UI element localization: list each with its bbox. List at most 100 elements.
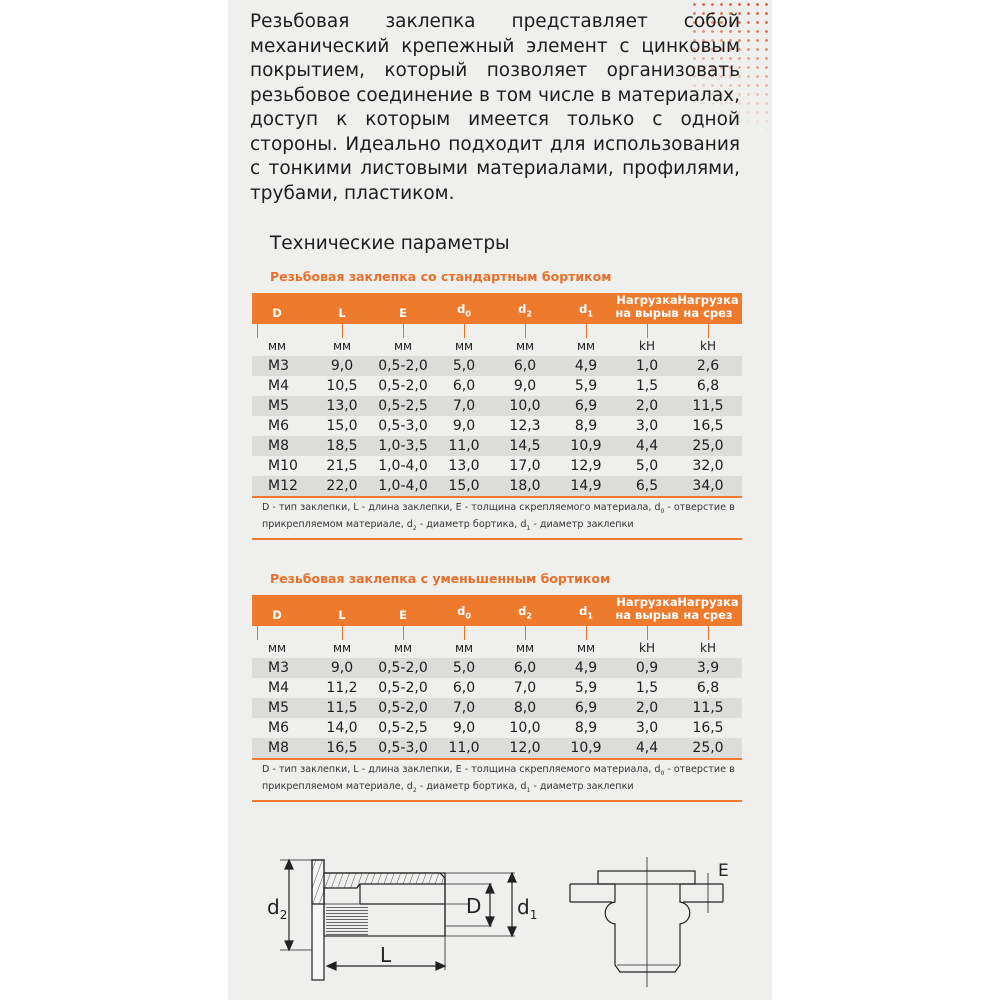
table-cell: 32,0 (692, 458, 724, 474)
rivet-type-cell: M12 (268, 478, 298, 494)
table-cell: 5,9 (574, 680, 598, 696)
footnote-subscript: 1 (526, 786, 531, 794)
table-cell: 3,0 (635, 720, 659, 736)
footnote-subscript: 0 (660, 769, 665, 777)
footnote-subscript: 1 (526, 524, 531, 532)
rivet-type-cell: M6 (268, 418, 289, 434)
table-cell: 10,0 (509, 720, 541, 736)
table-cell: 11,5 (692, 398, 724, 414)
table-cell: 8,9 (574, 418, 598, 434)
table-cell: 25,0 (692, 740, 724, 756)
table-cell: 14,0 (326, 720, 358, 736)
table-cell: 1,0-4,0 (378, 458, 428, 474)
column-header-line1: Нагрузка на вырыв (615, 595, 679, 622)
unit-tick (525, 324, 526, 338)
table-cell: 10,5 (326, 378, 358, 394)
rivet-type-cell: M6 (268, 720, 289, 736)
unit-tick (257, 626, 258, 640)
unit-label: мм (576, 641, 596, 655)
table-cell: 9,0 (452, 418, 476, 434)
rivet-type-cell: M8 (268, 740, 289, 756)
rivet-type-cell: M8 (268, 438, 289, 454)
column-header: L (338, 307, 345, 320)
table-cell: 0,5-2,5 (378, 398, 428, 414)
table-cell: 15,0 (448, 478, 480, 494)
units-row: мм мм мм мм мм мм kH kH (252, 626, 742, 658)
column-header-subscript: 0 (465, 611, 471, 620)
unit-tick (586, 324, 587, 338)
table-cell: 22,0 (326, 478, 358, 494)
table-cell: 13,0 (326, 398, 358, 414)
column-header-subscript: 0 (465, 309, 471, 318)
table-cell: 11,5 (326, 700, 358, 716)
column-header: d2 (518, 604, 532, 622)
table-cell: 0,5-2,0 (378, 378, 428, 394)
divider (252, 537, 742, 540)
table-cell: 0,5-3,0 (378, 740, 428, 756)
column-header: Нагрузка на вырыв (615, 596, 678, 622)
table-cell: 4,4 (635, 438, 659, 454)
side-section-view: d2 D d1 L (267, 858, 537, 981)
table-row: M3 9,0 0,5-2,0 5,0 6,0 4,9 1,0 2,6 (252, 356, 742, 376)
table-cell: 1,0-3,5 (378, 438, 428, 454)
unit-label: мм (267, 339, 287, 353)
label-E: E (718, 861, 729, 881)
column-header: E (399, 609, 407, 622)
table-row: M4 11,2 0,5-2,0 6,0 7,0 5,9 1,5 6,8 (252, 678, 742, 698)
unit-tick (647, 626, 648, 640)
table-cell: 16,5 (326, 740, 358, 756)
table-cell: 9,0 (330, 358, 354, 374)
table-cell: 12,9 (570, 458, 602, 474)
table-cell: 6,0 (452, 378, 476, 394)
column-header-subscript: 1 (587, 611, 593, 620)
unit-label: мм (576, 339, 596, 353)
table-cell: 16,5 (692, 418, 724, 434)
table-cell: 25,0 (692, 438, 724, 454)
table-cell: 4,4 (635, 740, 659, 756)
table-cell: 5,9 (574, 378, 598, 394)
table-cell: 0,5-2,0 (378, 700, 428, 716)
label-L: L (380, 943, 392, 967)
table-cell: 0,5-2,0 (378, 660, 428, 676)
table-cell: 5,0 (452, 660, 476, 676)
unit-label: мм (454, 339, 474, 353)
table-cell: 6,5 (635, 478, 659, 494)
table-cell: 21,5 (326, 458, 358, 474)
table-row: M5 13,0 0,5-2,5 7,0 10,0 6,9 2,0 11,5 (252, 396, 742, 416)
column-header: d2 (518, 302, 532, 320)
table-cell: 8,0 (513, 700, 537, 716)
unit-tick (586, 626, 587, 640)
label-d1: d1 (517, 895, 537, 922)
table-row: M3 9,0 0,5-2,0 5,0 6,0 4,9 0,9 3,9 (252, 658, 742, 678)
table-footnote: D - тип заклепки, L - длина заклепки, E … (252, 760, 742, 800)
rivet-type-cell: M5 (268, 700, 289, 716)
table-cell: 17,0 (509, 458, 541, 474)
label-d2: d2 (267, 895, 287, 922)
rivet-diagram: d2 D d1 L E (267, 857, 729, 987)
column-header-label: E (399, 306, 407, 320)
table-cell: 2,6 (696, 358, 720, 374)
column-header-label: d (579, 603, 588, 618)
unit-label: мм (393, 641, 413, 655)
table-cell: 1,0 (635, 358, 659, 374)
footnote-text: - отверстие в прикрепляемом материале, d (262, 764, 735, 792)
column-header: d1 (579, 603, 593, 622)
table-cell: 6,9 (574, 700, 598, 716)
divider (252, 799, 742, 802)
unit-label: мм (267, 641, 287, 655)
product-card (228, 0, 772, 1000)
unit-tick (342, 324, 343, 338)
column-header-line1: Нагрузка на срез (677, 595, 739, 622)
column-header-label: E (399, 608, 407, 622)
table-row: M12 22,0 1,0-4,0 15,0 18,0 14,9 6,5 34,0 (252, 476, 742, 496)
column-header-label: D (272, 608, 282, 622)
rivet-type-cell: M3 (268, 358, 289, 374)
table-cell: 13,0 (448, 458, 480, 474)
table-cell: 5,0 (452, 358, 476, 374)
table-cell: 1,5 (635, 680, 659, 696)
table-cell: 9,0 (513, 378, 537, 394)
table-cell: 10,0 (509, 398, 541, 414)
table-1-title: Резьбовая заклепка со стандартным бортик… (270, 269, 612, 284)
